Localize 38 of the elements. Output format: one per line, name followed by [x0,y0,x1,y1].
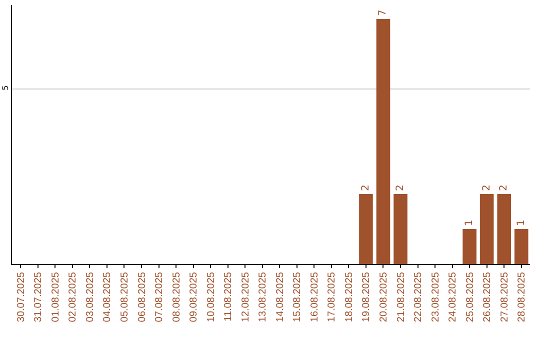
x-tick-label: 25.08.2025 [464,272,476,322]
x-tick-label: 17.08.2025 [326,272,338,322]
x-tick-label: 10.08.2025 [206,272,217,322]
x-tick-label: 28.08.2025 [516,272,528,322]
x-tick-label: 15.08.2025 [292,272,304,322]
x-tick-label: 11.08.2025 [223,272,234,322]
x-tick-label: 01.08.2025 [50,272,62,322]
y-tick-label: 5 [0,85,10,90]
data-label: 2 [498,184,510,191]
x-tick-label: 02.08.2025 [68,272,79,322]
x-tick-label: 13.08.2025 [258,272,269,322]
x-tick-label: 16.08.2025 [309,272,320,322]
data-label: 1 [464,220,476,226]
x-tick-label: 09.08.2025 [188,272,200,322]
x-tick-label: 14.08.2025 [274,272,286,322]
x-tick-label: 04.08.2025 [102,272,114,322]
x-tick-label: 03.08.2025 [84,272,96,322]
x-tick-label: 24.08.2025 [448,272,459,322]
x-tick-label: 21.08.2025 [396,272,407,322]
data-label: 2 [395,184,406,191]
data-label: 2 [481,184,492,191]
x-tick-label: 08.08.2025 [171,272,182,322]
data-label: 1 [516,220,527,226]
x-tick-label: 05.08.2025 [119,272,130,322]
x-tick-label: 23.08.2025 [430,272,442,322]
x-tick-label: 19.08.2025 [361,272,372,322]
x-tick-label: 18.08.2025 [344,272,355,322]
data-label: 7 [378,10,389,16]
data-label: 2 [360,184,372,191]
x-tick-label: 06.08.2025 [136,272,148,322]
x-tick-label: 22.08.2025 [413,272,424,322]
x-tick-label: 20.08.2025 [378,272,390,322]
x-tick-label: 27.08.2025 [499,272,510,322]
x-tick-label: 31.07.2025 [33,272,44,322]
x-tick-label: 30.07.2025 [16,272,27,322]
x-tick-label: 07.08.2025 [154,272,166,322]
x-tick-label: 26.08.2025 [482,272,494,322]
x-tick-label: 12.08.2025 [240,272,252,322]
